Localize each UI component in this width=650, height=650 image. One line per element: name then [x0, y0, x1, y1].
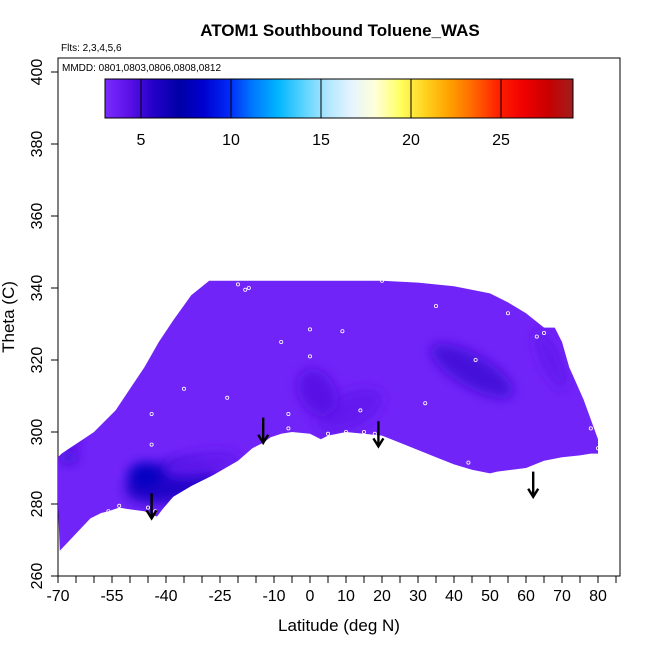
- colorbar-tick-label-25: 25: [492, 132, 510, 149]
- field-patch-5: [430, 343, 514, 399]
- plot-frame: [57, 57, 621, 577]
- x-tick-label: 80: [589, 588, 607, 605]
- x-tick-label: 40: [445, 588, 463, 605]
- sample-point: [534, 334, 539, 339]
- sample-point: [372, 431, 377, 436]
- x-tick-label: -55: [100, 588, 123, 605]
- y-tick-label: 380: [29, 131, 46, 158]
- sample-point: [542, 330, 547, 335]
- field-patch-7: [59, 450, 78, 465]
- field-patch-9: [79, 379, 109, 398]
- sample-point: [92, 426, 97, 431]
- sample-point: [243, 287, 248, 292]
- x-tick-label: 0: [306, 588, 315, 605]
- sample-point: [588, 426, 593, 431]
- field-patch-8: [61, 433, 80, 449]
- x-tick-label: 70: [553, 588, 571, 605]
- sample-point: [379, 278, 384, 283]
- sample-point: [286, 426, 291, 431]
- sample-point: [106, 509, 111, 514]
- x-tick-label: -25: [208, 588, 231, 605]
- sample-point: [225, 395, 230, 400]
- sample-point: [466, 460, 471, 465]
- sample-point: [235, 282, 240, 287]
- sample-points: [92, 278, 601, 514]
- y-tick-label: 260: [29, 563, 46, 590]
- sample-point: [145, 505, 150, 510]
- colorbar: 5 10 15 20 25: [104, 78, 574, 149]
- field-patch-6: [534, 330, 569, 390]
- flight-arrow-1: [257, 417, 270, 446]
- sample-point: [505, 311, 510, 316]
- colorbar-gradient-bar: [104, 78, 574, 119]
- y-tick-label: 320: [29, 347, 46, 374]
- sample-point: [149, 442, 154, 447]
- y-tick-label: 280: [29, 491, 46, 518]
- colorbar-tick-label-10: 10: [222, 132, 240, 149]
- x-tick-label: 10: [337, 588, 355, 605]
- field-patch-4: [297, 368, 338, 417]
- sample-point: [117, 503, 122, 508]
- sample-point: [596, 446, 601, 451]
- x-axis-label: Latitude (deg N): [278, 616, 400, 635]
- x-tick-label: -70: [46, 588, 69, 605]
- sample-point: [343, 429, 348, 434]
- sample-point: [307, 354, 312, 359]
- x-tick-label: 20: [373, 588, 391, 605]
- flight-arrow-3: [527, 471, 540, 500]
- x-tick-label: -10: [262, 588, 285, 605]
- y-tick-label: 340: [29, 275, 46, 302]
- sample-point: [340, 329, 345, 334]
- sample-point: [286, 411, 291, 416]
- sample-point: [473, 357, 478, 362]
- colorbar-tick-label-20: 20: [402, 132, 420, 149]
- x-axis: -70 -55 -40 -25 -10 0 10 20 30 40 50 60 70 80: [46, 576, 617, 605]
- colorbar-tick-label-5: 5: [137, 132, 146, 149]
- sample-point: [246, 285, 251, 290]
- x-tick-label: -40: [154, 588, 177, 605]
- chart-title: ATOM1 Southbound Toluene_WAS: [200, 21, 480, 40]
- x-tick-label: 30: [409, 588, 427, 605]
- field-patch-2: [128, 462, 161, 488]
- sample-point: [325, 431, 330, 436]
- x-tick-label: 60: [517, 588, 535, 605]
- colorbar-tick-label-15: 15: [312, 132, 330, 149]
- flight-arrow-2: [372, 421, 385, 449]
- y-axis-label: Theta (C): [0, 281, 18, 353]
- y-tick-label: 400: [29, 59, 46, 86]
- sample-point: [361, 429, 366, 434]
- sample-point: [307, 327, 312, 332]
- sample-point: [181, 386, 186, 391]
- sample-point: [433, 303, 438, 308]
- y-axis: 260 280 300 320 340 360 380 400: [29, 59, 58, 590]
- sample-point: [358, 408, 363, 413]
- flights-note: Flts: 2,3,4,5,6: [61, 43, 122, 54]
- y-tick-label: 360: [29, 203, 46, 230]
- sample-point: [149, 411, 154, 416]
- y-tick-label: 300: [29, 419, 46, 446]
- x-tick-label: 50: [481, 588, 499, 605]
- flight-arrow-0: [145, 493, 158, 521]
- dates-note: MMDD: 0801,0803,0806,0808,0812: [62, 63, 221, 74]
- flight-arrows: [145, 417, 540, 521]
- sample-point: [279, 339, 284, 344]
- sample-point: [423, 401, 428, 406]
- heatmap-field: [58, 280, 598, 551]
